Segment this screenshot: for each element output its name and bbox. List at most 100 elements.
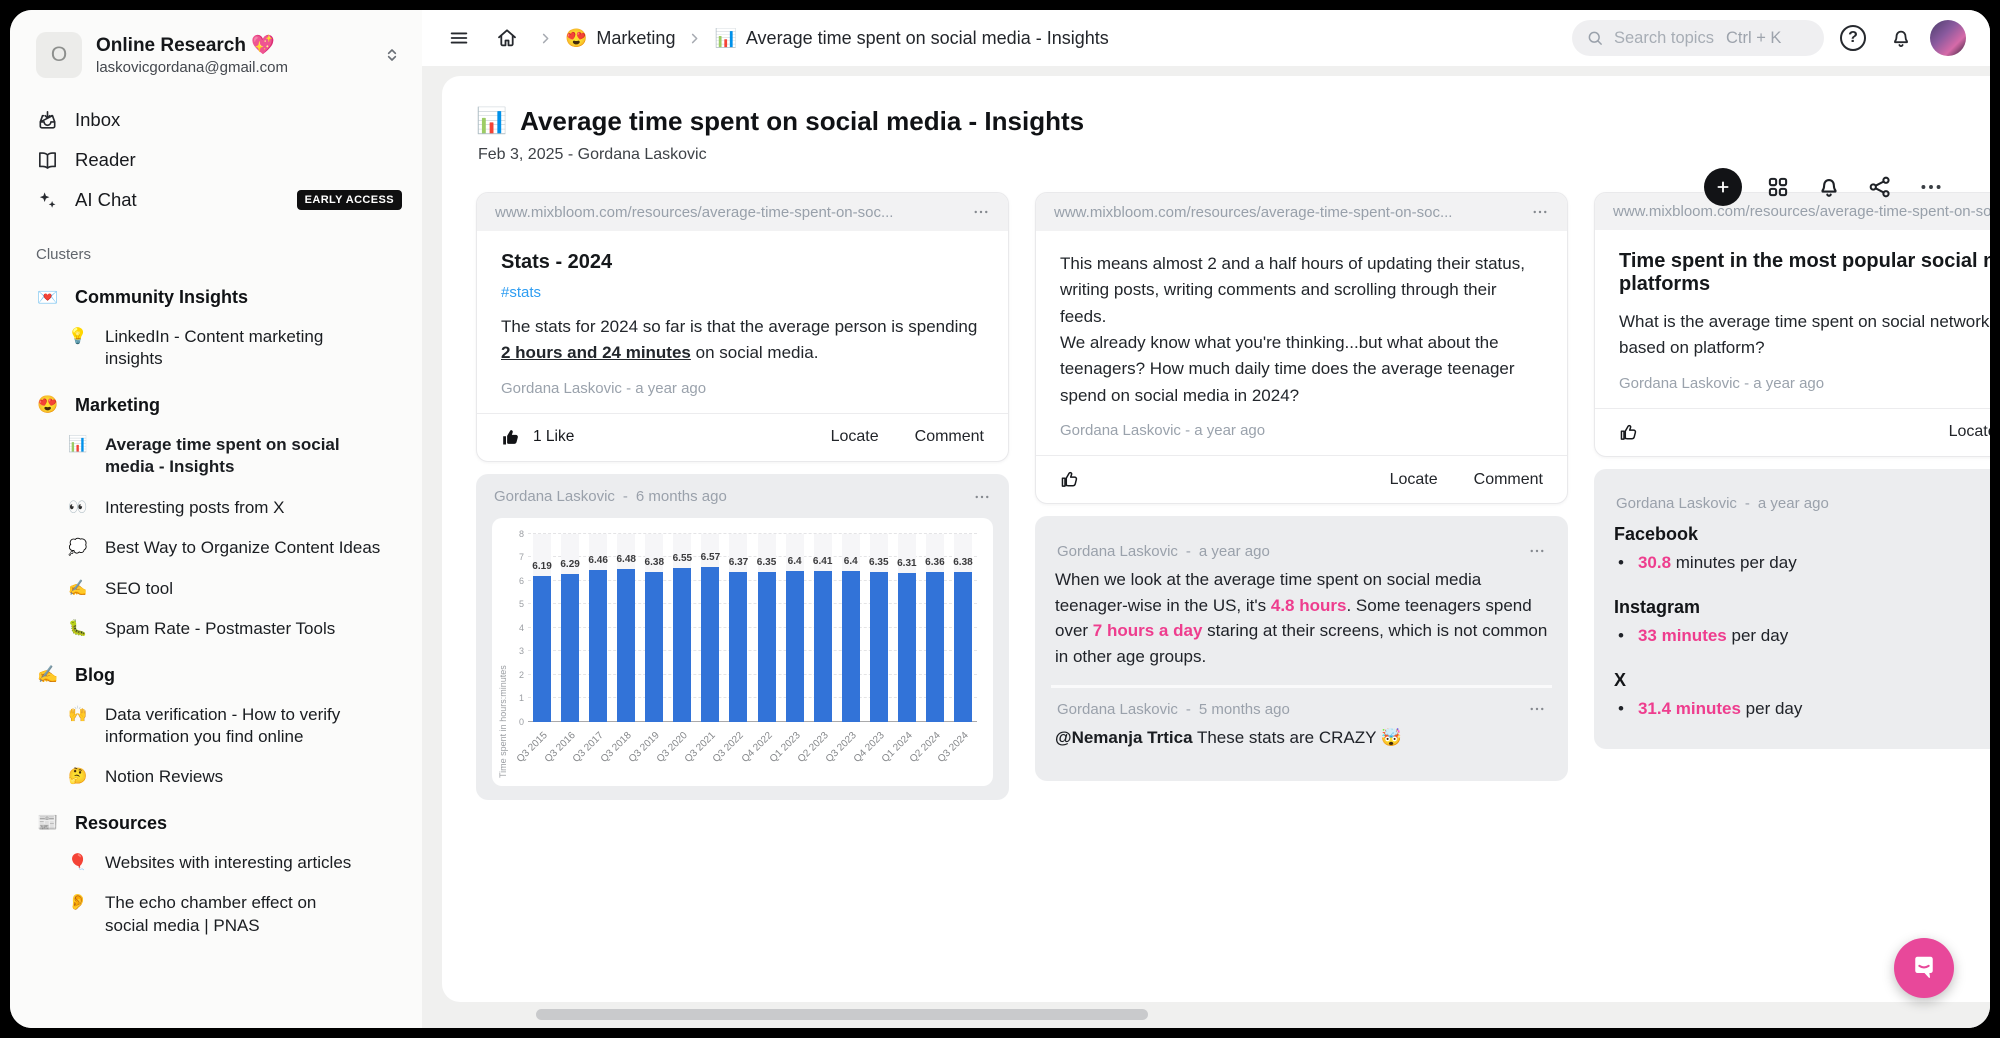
board-column-1: www.mixbloom.com/resources/average-time-… (476, 192, 1009, 800)
comment-time: 5 months ago (1198, 700, 1290, 718)
chevron-right-icon (538, 31, 553, 46)
user-mention[interactable]: @Nemanja Trtica (1055, 728, 1193, 748)
highlight-heading: Time spent in the most popular social me… (1619, 250, 1990, 295)
source-url[interactable]: www.mixbloom.com/resources/average-time-… (1054, 203, 1453, 221)
chart-bar (897, 573, 916, 722)
highlighted-stat: 7 hours a day (1092, 621, 1203, 641)
locate-button[interactable]: Locate (830, 428, 879, 446)
panel-wrap: 📊 Average time spent on social media - I… (422, 66, 1990, 1002)
comment-item: Gordana Laskovic - a year ago When we lo… (1051, 530, 1552, 685)
source-url[interactable]: www.mixbloom.com/resources/average-time-… (495, 203, 894, 221)
sidebar-item-spam-rate[interactable]: 🐛 Spam Rate - Postmaster Tools (36, 618, 402, 640)
chart-x-labels: Q3 2015 Q3 2016 Q3 2017 Q3 2018 Q3 2019 Q3 20… (515, 722, 977, 778)
comment-menu-icon[interactable] (1528, 542, 1546, 560)
hamburger-menu-icon[interactable] (440, 19, 478, 57)
sidebar-item-linkedin-content[interactable]: 💡 LinkedIn - Content marketing insights (36, 326, 402, 371)
chart-gridline (528, 556, 977, 558)
source-url-bar[interactable]: www.mixbloom.com/resources/average-time-… (477, 193, 1008, 231)
page-title-row: 📊 Average time spent on social media - I… (476, 106, 1990, 137)
highlight-card-teenagers[interactable]: www.mixbloom.com/resources/average-time-… (1035, 192, 1568, 505)
clusters-section-label: Clusters (36, 246, 92, 263)
cluster-community-insights[interactable]: 💌 Community Insights (37, 287, 249, 307)
cluster-group-blog: ✍️ Blog 🙌 Data verification - How to ver… (36, 665, 402, 789)
help-icon[interactable]: ? (1834, 19, 1872, 57)
workspace-name: Online Research 💖 (96, 34, 275, 56)
sidebar-item-label: Reader (75, 149, 136, 170)
highlight-card-stats-2024[interactable]: www.mixbloom.com/resources/average-time-… (476, 192, 1009, 462)
chart-bar (813, 571, 832, 722)
workspace-switcher[interactable]: O Online Research 💖 laskovicgordana@gmai… (36, 32, 402, 78)
chart-bar-value: 6.4 (843, 556, 858, 568)
notifications-bell-icon[interactable] (1882, 19, 1920, 57)
sidebar-item-data-verification[interactable]: 🙌 Data verification - How to verify info… (36, 704, 402, 749)
like-button[interactable]: 1 Like (501, 427, 574, 448)
search-input[interactable]: Search topics Ctrl + K (1572, 20, 1824, 56)
horizontal-scrollbar-track (422, 1002, 1990, 1028)
share-icon[interactable] (1865, 172, 1895, 202)
comment-menu-icon[interactable] (1528, 700, 1546, 718)
sidebar-item-average-time[interactable]: 📊 Average time spent on social media - I… (36, 434, 402, 479)
sidebar-item-echo-chamber[interactable]: 👂 The echo chamber effect on social medi… (36, 892, 402, 937)
like-button[interactable] (1619, 422, 1640, 443)
highlight-author: Gordana Laskovic - a year ago (1060, 422, 1266, 440)
horizontal-scrollbar-thumb[interactable] (536, 1009, 1148, 1020)
chart-bar (729, 572, 748, 722)
comment-author: Gordana Laskovic (1057, 700, 1178, 718)
search-shortcut: Ctrl + K (1725, 28, 1782, 47)
chart-gridline (528, 532, 977, 534)
workspace-caret-icon[interactable] (382, 45, 402, 65)
cluster-group-community-insights: 💌 Community Insights 💡 LinkedIn - Conten… (36, 287, 402, 371)
add-button[interactable] (1704, 168, 1742, 206)
chart-y-tick: 6 (518, 575, 524, 586)
chart-bar-value: 6.36 (925, 557, 945, 569)
comment-author: Gordana Laskovic (494, 488, 615, 506)
sidebar-item-notion-reviews[interactable]: 🤔 Notion Reviews (36, 766, 402, 788)
home-icon[interactable] (488, 19, 526, 57)
bar-chart-image[interactable]: Time spent in hours:minutes 0 1 2 3 4 5 6 7 8 6.1… (492, 517, 993, 786)
sidebar-item-inbox[interactable]: Inbox (36, 100, 402, 140)
source-url-bar[interactable]: www.mixbloom.com/resources/average-time-… (1595, 193, 1990, 230)
cluster-blog[interactable]: ✍️ Blog (37, 664, 115, 685)
sidebar-item-ai-chat[interactable]: AI Chat EARLY ACCESS (36, 180, 402, 220)
cluster-marketing[interactable]: 😍 Marketing (37, 394, 161, 415)
like-button[interactable] (1060, 469, 1081, 490)
grid-view-icon[interactable] (1763, 172, 1793, 202)
chart-y-tick: 4 (518, 622, 524, 633)
breadcrumb-marketing[interactable]: 😍 Marketing (565, 27, 676, 48)
locate-button[interactable]: Locate (1389, 470, 1438, 488)
highlight-author: Gordana Laskovic - a year ago (501, 379, 707, 397)
cluster-resources[interactable]: 📰 Resources (37, 812, 168, 833)
chart-gridline (528, 720, 977, 722)
board-column-2: www.mixbloom.com/resources/average-time-… (1035, 192, 1568, 781)
sidebar-item-organize-content[interactable]: 💭 Best Way to Organize Content Ideas (36, 537, 402, 559)
topic-bell-icon[interactable] (1814, 172, 1844, 202)
comment-time: a year ago (1198, 542, 1270, 560)
chart-y-tick: 1 (518, 693, 524, 704)
source-url[interactable]: www.mixbloom.com/resources/average-time-… (1613, 203, 1990, 220)
cluster-emoji: 💌 (37, 287, 59, 307)
chart-bar (617, 569, 636, 722)
chart-bar-value: 6.38 (953, 556, 973, 568)
breadcrumb-current-topic[interactable]: 📊 Average time spent on social media - I… (714, 27, 1109, 48)
source-url-bar[interactable]: www.mixbloom.com/resources/average-time-… (1036, 193, 1567, 231)
comment-time: a year ago (1757, 494, 1829, 512)
chat-widget-button[interactable] (1894, 938, 1954, 998)
comment-button[interactable]: Comment (914, 428, 984, 446)
comment-menu-icon[interactable] (973, 488, 991, 506)
sidebar-item-interesting-posts[interactable]: 👀 Interesting posts from X (36, 497, 402, 519)
user-avatar[interactable] (1930, 20, 1966, 56)
chart-bar (701, 567, 720, 722)
sidebar-item-reader[interactable]: Reader (36, 140, 402, 180)
comment-button[interactable]: Comment (1473, 470, 1543, 488)
card-menu-icon[interactable] (1531, 203, 1549, 221)
more-options-icon[interactable] (1916, 172, 1946, 202)
chart-x-tick: Q4 2022 (739, 729, 775, 765)
card-menu-icon[interactable] (972, 203, 990, 221)
hashtag-stats[interactable]: #stats (501, 284, 542, 301)
sidebar-item-websites-articles[interactable]: 🎈 Websites with interesting articles (36, 852, 402, 874)
highlight-card-platforms[interactable]: www.mixbloom.com/resources/average-time-… (1594, 192, 1990, 457)
sidebar-item-seo-tool[interactable]: ✍️ SEO tool (36, 578, 402, 600)
highlighted-stat: 33 minutes (1637, 625, 1727, 645)
locate-button[interactable]: Locate (1948, 423, 1990, 441)
crumb-emoji: 📊 (714, 27, 737, 48)
